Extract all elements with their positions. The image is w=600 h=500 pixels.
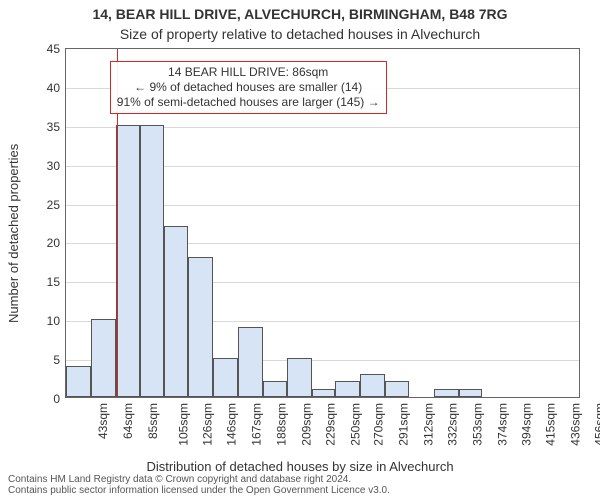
histogram-bar [459,389,483,397]
y-tick-label: 10 [47,314,60,328]
histogram-bar [335,381,360,397]
histogram-bar [312,389,336,397]
histogram-bar [238,327,263,397]
x-tick-label: 85sqm [146,403,160,439]
title-subtitle: Size of property relative to detached ho… [0,26,600,42]
x-tick-label: 229sqm [323,403,337,446]
y-axis-label: Number of detached properties [6,144,21,323]
title-address: 14, BEAR HILL DRIVE, ALVECHURCH, BIRMING… [0,6,600,22]
histogram-bar [213,358,238,397]
x-tick-label: 250sqm [348,403,362,446]
y-tick-label: 35 [47,120,60,134]
x-tick-label: 415sqm [544,403,558,446]
y-tick-label: 25 [47,198,60,212]
x-tick-label: 291sqm [397,403,411,446]
x-tick-label: 146sqm [225,403,239,446]
chart-container: 14, BEAR HILL DRIVE, ALVECHURCH, BIRMING… [0,0,600,500]
x-tick-label: 167sqm [250,403,264,446]
x-tick-label: 105sqm [176,403,190,446]
histogram-bar [360,374,385,397]
histogram-bar [188,257,213,397]
x-tick-label: 209sqm [300,403,314,446]
footer-line1: Contains HM Land Registry data © Crown c… [8,474,600,485]
histogram-bar [140,125,165,397]
x-tick-label: 456sqm [593,403,600,446]
footer-attribution: Contains HM Land Registry data © Crown c… [8,474,600,496]
annotation-line: 91% of semi-detached houses are larger (… [117,95,380,110]
histogram-bar [164,226,188,397]
x-tick-label: 353sqm [471,403,485,446]
x-tick-label: 64sqm [121,403,135,439]
x-tick-label: 126sqm [201,403,215,446]
histogram-bar [263,381,287,397]
x-tick-label: 188sqm [275,403,289,446]
histogram-bar [287,358,312,397]
x-tick-label: 332sqm [446,403,460,446]
histogram-bar [91,319,116,397]
x-tick-label: 374sqm [495,403,509,446]
plot-area: 05101520253035404543sqm64sqm85sqm105sqm1… [65,48,580,398]
histogram-bar [116,125,140,397]
y-tick-label: 40 [47,81,60,95]
x-tick-label: 436sqm [569,403,583,446]
x-tick-label: 312sqm [422,403,436,446]
y-tick-label: 0 [53,392,60,406]
y-tick-label: 20 [47,236,60,250]
histogram-bar [66,366,91,397]
annotation-box: 14 BEAR HILL DRIVE: 86sqm← 9% of detache… [110,61,387,114]
y-tick-label: 30 [47,159,60,173]
x-tick-label: 43sqm [96,403,110,439]
x-tick-label: 270sqm [372,403,386,446]
x-axis-label: Distribution of detached houses by size … [0,459,600,474]
y-tick-label: 5 [53,353,60,367]
histogram-bar [385,381,409,397]
y-tick-label: 15 [47,275,60,289]
footer-line2: Contains public sector information licen… [8,485,600,496]
annotation-line: 14 BEAR HILL DRIVE: 86sqm [117,65,380,80]
annotation-line: ← 9% of detached houses are smaller (14) [117,80,380,95]
x-tick-label: 394sqm [519,403,533,446]
histogram-bar [434,389,459,397]
y-tick-label: 45 [47,42,60,56]
